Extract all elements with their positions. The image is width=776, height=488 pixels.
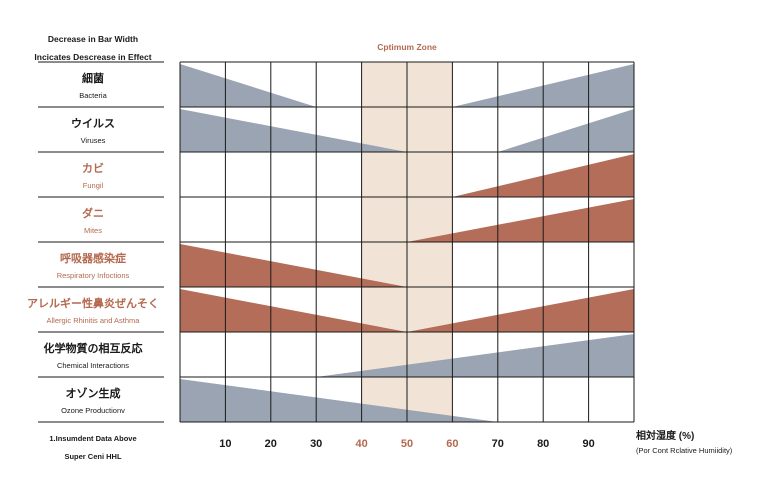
series-wedge-allergic-rhinitis-and-asthma	[180, 289, 634, 332]
bar-width-note-line-2: Incicates Descrease in Effect	[34, 52, 152, 62]
row-label-en: Mites	[84, 225, 102, 235]
row-label-fungi: カビ Fungil	[18, 154, 168, 199]
row-label-en: Bacteria	[79, 90, 107, 100]
row-label-respiratory-infections: 呼吸器感染症 Respiratory Infoctions	[18, 244, 168, 289]
row-label-jp: 化学物質の相互反応	[43, 342, 143, 355]
optimum-zone-label: Cptimum Zone	[377, 42, 437, 52]
bar-width-note-line-1: Decrease in Bar Width	[47, 34, 139, 44]
x-tick-label-60: 60	[446, 438, 458, 450]
x-tick-label-80: 80	[537, 438, 549, 450]
row-label-viruses: ウイルス Viruses	[18, 109, 168, 154]
series-wedge-bacteria	[180, 64, 634, 107]
bar-width-note: Decrease in Bar Width Incicates Descreas…	[18, 30, 168, 66]
row-label-en: Allergic Rhinitis and Asthma	[46, 315, 140, 325]
row-label-jp: アレルギー性鼻炎ぜんそく	[27, 297, 159, 310]
row-label-chemical-interactions: 化学物質の相互反応 Chemical Interactions	[18, 334, 168, 379]
row-label-jp: 細菌	[82, 72, 104, 85]
footnote: 1.Insumdent Data Above Super Ceni HHL	[18, 430, 168, 466]
row-label-jp: カビ	[82, 162, 104, 175]
x-tick-label-50: 50	[401, 438, 413, 450]
row-label-ozone-production: オゾン生成 Ozone Productionv	[18, 379, 168, 424]
x-tick-label-30: 30	[310, 438, 322, 450]
x-tick-label-20: 20	[265, 438, 277, 450]
series-wedge-ozone-production	[180, 379, 498, 422]
x-tick-label-10: 10	[219, 438, 231, 450]
x-tick-label-90: 90	[582, 438, 594, 450]
row-label-jp: ダニ	[82, 207, 104, 220]
row-label-jp: ウイルス	[71, 117, 115, 130]
row-label-en: Fungil	[82, 180, 104, 190]
x-axis-subtitle: (Por Cont Rclative Humiidity)	[636, 446, 733, 455]
row-label-en: Respiratory Infoctions	[56, 270, 130, 280]
footnote-line-1: 1.Insumdent Data Above	[49, 434, 137, 443]
series-wedge-mites	[407, 199, 634, 242]
x-tick-label-70: 70	[492, 438, 504, 450]
series-wedge-respiratory-infections	[180, 244, 407, 287]
row-label-en: Viruses	[80, 135, 106, 145]
series-wedge-chemical-interactions	[316, 334, 634, 377]
row-label-bacteria: 細菌 Bacteria	[18, 64, 168, 109]
row-label-mites: ダニ Mites	[18, 199, 168, 244]
row-label-en: Ozone Productionv	[61, 405, 125, 415]
x-tick-label-40: 40	[355, 438, 367, 450]
x-axis-title: 相対湿度 (%)	[636, 431, 695, 442]
row-label-jp: 呼吸器感染症	[60, 252, 126, 265]
row-label-allergic-rhinitis: アレルギー性鼻炎ぜんそく Allergic Rhinitis and Asthm…	[18, 289, 168, 334]
footnote-line-2: Super Ceni HHL	[64, 452, 122, 461]
row-label-en: Chemical Interactions	[56, 360, 130, 370]
series-wedge-viruses	[180, 109, 634, 152]
row-label-jp: オゾン生成	[65, 387, 121, 400]
